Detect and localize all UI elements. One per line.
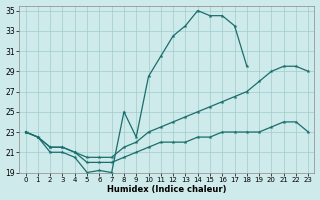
- X-axis label: Humidex (Indice chaleur): Humidex (Indice chaleur): [107, 185, 227, 194]
